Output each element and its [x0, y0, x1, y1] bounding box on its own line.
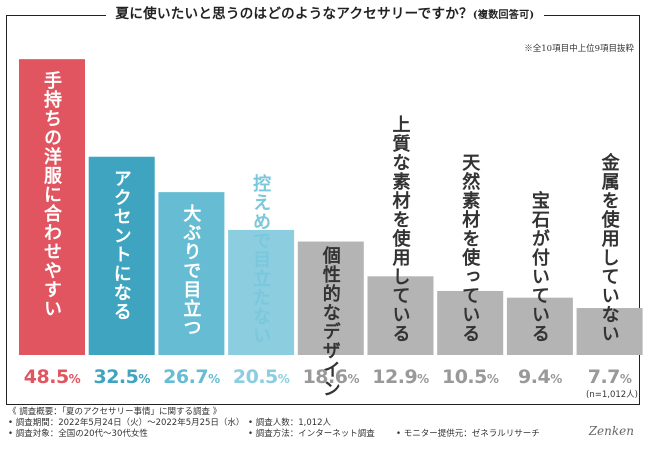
value-label-7: 10.5%: [437, 366, 503, 388]
category-label-5: 個性的なデザイン: [319, 245, 341, 398]
bar-7: [437, 290, 504, 355]
footer-method: • 調査方法：インターネット調査: [248, 429, 375, 439]
value-number-7: 10.5: [441, 366, 487, 388]
bar-6: [367, 276, 434, 355]
bar-4: [228, 229, 295, 355]
value-label-4: 20.5%: [228, 366, 294, 388]
value-unit-7: %: [486, 372, 499, 386]
category-label-2: アクセントになる: [110, 168, 132, 321]
category-label-7: 天然素材を使っている: [459, 153, 481, 343]
value-number-3: 26.7: [163, 366, 209, 388]
category-label-3: 大ぶりで目立つ: [180, 204, 202, 338]
value-unit-6: %: [417, 372, 429, 386]
value-number-1: 48.5: [23, 366, 69, 388]
value-unit-9: %: [619, 372, 632, 386]
value-unit-5: %: [347, 372, 359, 386]
category-label-6: 上質な素材を使用している: [389, 115, 411, 343]
value-unit-1: %: [68, 372, 81, 386]
subnote: ※全10項目中上位9項目抜粋: [524, 44, 634, 54]
value-label-2: 32.5%: [89, 366, 155, 388]
bar-9: [576, 308, 643, 355]
value-number-5: 18.6: [302, 366, 348, 388]
category-label-9: 金属を使用していない: [598, 153, 620, 343]
chart-title-note: (複数回答可): [472, 10, 535, 21]
value-unit-8: %: [550, 372, 562, 386]
value-number-4: 20.5: [232, 366, 278, 388]
category-label-1: 手持ちの洋服に合わせやすい: [41, 71, 62, 319]
value-label-9: 7.7%: [577, 366, 643, 388]
footer-target: • 調査対象：全国の20代〜30代女性: [8, 429, 148, 439]
value-label-1: 48.5%: [19, 366, 85, 388]
bar-5: [297, 241, 364, 355]
value-number-2: 32.5: [93, 366, 139, 388]
category-label-8: 宝石が付いている: [528, 191, 550, 343]
brand-logo: Zenken: [588, 424, 634, 438]
footer-provider: • モニター提供元：ゼネラルリサーチ: [396, 429, 540, 439]
value-number-6: 12.9: [372, 366, 418, 388]
value-label-8: 9.4%: [507, 366, 573, 388]
chart-title: 夏に使いたいと思うのはどのようなアクセサリーですか？(複数回答可): [105, 2, 545, 22]
value-label-5: 18.6%: [298, 366, 364, 388]
footer-overview: 《 調査概要：「夏のアクセサリー事情」に関する調査 》: [8, 407, 222, 417]
value-label-3: 26.7%: [158, 366, 224, 388]
value-number-9: 7.7: [587, 366, 621, 388]
footer-count: • 調査人数：1,012人: [248, 418, 332, 428]
sample-size: (n=1,012人): [586, 390, 638, 400]
bar-2: [88, 156, 155, 355]
value-unit-4: %: [277, 372, 290, 386]
value-unit-2: %: [138, 372, 150, 386]
bar-8: [506, 297, 573, 355]
footer-period: • 調査期間：2022年5月24日（火）〜2022年5月25日（水）: [8, 418, 245, 428]
category-label-4: 控えめで目立たない: [250, 173, 272, 345]
title-wrap: 夏に使いたいと思うのはどのようなアクセサリーですか？(複数回答可): [0, 2, 650, 22]
value-unit-3: %: [208, 372, 220, 386]
value-number-8: 9.4: [518, 366, 551, 388]
bar-1: [19, 59, 85, 356]
value-label-6: 12.9%: [368, 366, 434, 388]
chart-title-main: 夏に使いたいと思うのはどのようなアクセサリーですか？: [115, 6, 473, 22]
bar-3: [158, 192, 225, 355]
